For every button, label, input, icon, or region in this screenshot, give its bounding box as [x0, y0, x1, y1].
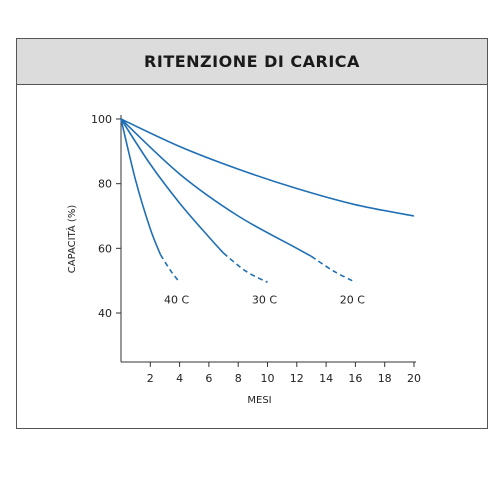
x-tick-label: 18	[378, 372, 392, 385]
chart-axes: 40 60 80 100 2 4 6 8 10 12 14 16 18 20 MESI CAPACITÀ (%…	[65, 113, 421, 406]
x-axis-title: MESI	[247, 395, 271, 406]
series-label-30-c: 30 C	[252, 293, 277, 306]
x-tick-label: 6	[205, 372, 212, 385]
x-tick-label: 12	[290, 372, 304, 385]
chart-plot: 40 60 80 100 2 4 6 8 10 12 14 16 18 20 MESI CAPACITÀ (%…	[65, 113, 421, 406]
y-tick-label: 40	[98, 307, 112, 320]
series-dashed-20-c	[311, 255, 356, 283]
chart-title-bar: RITENZIONE DI CARICA	[17, 39, 487, 85]
x-tick-label: 8	[235, 372, 242, 385]
series-line-series-4	[120, 118, 415, 217]
y-axis-title: CAPACITÀ (%)	[65, 205, 78, 274]
chart-title: RITENZIONE DI CARICA	[144, 52, 360, 71]
series-line-20-c	[120, 118, 312, 258]
x-tick-label: 14	[319, 372, 333, 385]
chart-figure: RITENZIONE DI CARICA 40 60 80 100 2 4 6 8 10 12 14…	[16, 38, 488, 429]
series-label-20-c: 20 C	[340, 293, 365, 306]
x-tick-label: 16	[348, 372, 362, 385]
x-tick-label: 4	[176, 372, 183, 385]
chart-series-group	[120, 118, 415, 283]
x-tick-label: 2	[147, 372, 154, 385]
y-tick-label: 80	[98, 178, 112, 191]
series-dashed-40-c	[159, 254, 181, 283]
chart-labels: 40 C 30 C 20 C	[164, 293, 365, 306]
x-tick-label: 20	[407, 372, 421, 385]
series-line-40-c	[120, 118, 162, 256]
series-dashed-30-c	[223, 252, 268, 283]
series-line-30-c	[120, 118, 225, 254]
y-tick-label: 60	[98, 242, 112, 255]
x-tick-label: 10	[261, 372, 275, 385]
series-label-40-c: 40 C	[164, 293, 189, 306]
y-tick-label: 100	[91, 113, 112, 126]
